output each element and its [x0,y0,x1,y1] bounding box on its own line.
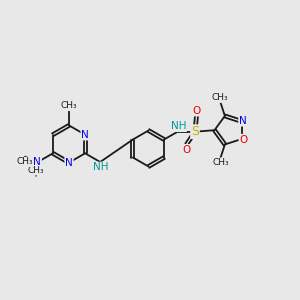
Text: N: N [81,130,89,140]
Text: CH₃: CH₃ [17,158,33,166]
Text: NH: NH [171,121,186,131]
Text: CH₃: CH₃ [28,166,44,175]
Text: N: N [239,116,247,126]
Text: O: O [239,135,247,145]
Text: O: O [182,145,191,155]
Text: NH: NH [93,162,109,172]
Text: CH₃: CH₃ [212,93,228,102]
Text: N: N [33,157,41,167]
Text: CH₃: CH₃ [61,101,77,110]
Text: S: S [191,125,199,138]
Text: O: O [192,106,201,116]
Text: N: N [65,158,73,168]
Text: CH₃: CH₃ [212,158,229,167]
